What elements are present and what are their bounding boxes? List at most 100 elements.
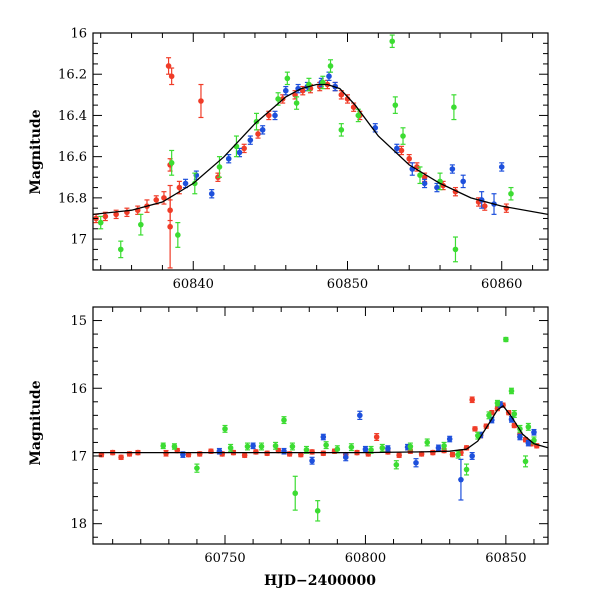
top-data-point (306, 77, 312, 92)
top-y-tick-label: 17 (70, 233, 87, 248)
bottom-data-point (272, 441, 279, 450)
bottom-data-point (342, 453, 349, 462)
bottom-data-point (250, 442, 256, 450)
top-data-point (326, 71, 332, 82)
top-data-point (452, 236, 459, 263)
bottom-data-point (309, 449, 315, 455)
top-data-point (498, 162, 505, 172)
bottom-data-point (407, 442, 414, 451)
bottom-data-point (396, 452, 402, 459)
top-data-point (255, 129, 261, 139)
bottom-data-point (503, 336, 509, 343)
bottom-data-point (348, 443, 355, 452)
top-data-point (400, 127, 406, 145)
bottom-data-point (292, 475, 299, 511)
bottom-data-point (469, 396, 475, 404)
bottom-plot-frame (92, 306, 549, 545)
top-data-point (175, 222, 181, 248)
top-y-tick-label: 16.2 (58, 68, 87, 83)
top-data-point (475, 197, 482, 207)
top-data-point (389, 34, 396, 49)
top-plot-frame (92, 32, 549, 271)
top-y-tick-label: 16.6 (58, 150, 87, 165)
top-data-point (449, 164, 456, 174)
bottom-y-tick-label: 17 (70, 449, 87, 464)
top-panel: 60840 60850 60860 16 16.2 16.4 16.6 16.8 17 (58, 27, 549, 292)
top-data-point (293, 96, 300, 110)
bottom-data-point (118, 454, 124, 461)
top-data-point (233, 135, 240, 158)
bottom-data-point (430, 449, 436, 456)
bottom-data-point (446, 435, 453, 443)
top-data-point (503, 203, 510, 213)
top-data-point (327, 59, 334, 73)
bottom-data-point (320, 450, 327, 457)
bottom-data-point (160, 442, 167, 450)
bottom-data-point (525, 422, 532, 431)
top-data-point (392, 96, 399, 114)
bottom-data-point (244, 442, 251, 451)
top-data-point (191, 172, 198, 195)
top-data-point (165, 57, 172, 75)
bottom-data-point (458, 458, 464, 501)
top-data-point (113, 209, 119, 220)
top-data-point (272, 110, 278, 121)
bottom-data-point (522, 455, 529, 468)
bottom-data-point (511, 410, 518, 418)
top-data-point (417, 166, 423, 185)
top-data-point (241, 143, 247, 154)
top-data-point (406, 153, 412, 164)
top-data-point (338, 90, 345, 100)
top-data-point (434, 182, 440, 193)
top-data-point (398, 145, 405, 156)
bottom-data-point (517, 433, 523, 441)
top-data-point (225, 153, 232, 164)
bottom-x-tick-label: 60850 (485, 551, 526, 566)
bottom-data-point (264, 450, 270, 457)
top-series-2 (97, 34, 514, 263)
top-data-point (117, 240, 124, 259)
bottom-data-point (413, 458, 419, 468)
top-data-point (284, 71, 291, 86)
top-data-point (460, 174, 466, 189)
top-data-point (266, 110, 272, 121)
bottom-data-point (309, 456, 315, 465)
top-data-point (176, 180, 183, 195)
top-model-curve (93, 83, 548, 216)
top-y-axis-title: Magnitude (28, 109, 44, 194)
bottom-data-point (222, 424, 228, 433)
top-data-point (97, 215, 104, 230)
top-data-point (138, 213, 144, 236)
bottom-y-axis-title: Magnitude (28, 380, 44, 465)
top-data-point (168, 67, 175, 86)
bottom-data-point (171, 443, 178, 450)
top-x-tick-label: 60860 (481, 277, 522, 292)
bottom-series-2 (160, 336, 537, 522)
top-data-point (259, 125, 266, 135)
bottom-y-tick-label: 15 (70, 314, 87, 329)
bottom-data-point (508, 387, 515, 395)
bottom-data-point (323, 441, 329, 450)
top-data-point (338, 123, 345, 137)
top-x-tick-label: 60850 (327, 277, 368, 292)
bottom-data-point (357, 410, 363, 421)
bottom-data-point (241, 452, 248, 459)
bottom-data-point (469, 451, 475, 460)
top-data-point (236, 147, 243, 158)
bottom-data-point (258, 442, 265, 451)
top-data-point (168, 149, 175, 176)
bottom-y-tick-label: 16 (70, 382, 87, 397)
top-data-point (372, 123, 379, 133)
bottom-data-point (281, 416, 287, 425)
top-y-tick-label: 16 (70, 27, 87, 42)
top-data-point (161, 191, 167, 205)
top-data-point (247, 135, 254, 145)
bottom-data-point (472, 426, 478, 432)
bottom-data-point (494, 399, 501, 407)
bottom-data-point (227, 443, 234, 452)
top-data-point (167, 184, 173, 269)
bottom-data-point (393, 460, 400, 470)
top-data-point (451, 94, 457, 121)
top-data-point (355, 108, 362, 123)
